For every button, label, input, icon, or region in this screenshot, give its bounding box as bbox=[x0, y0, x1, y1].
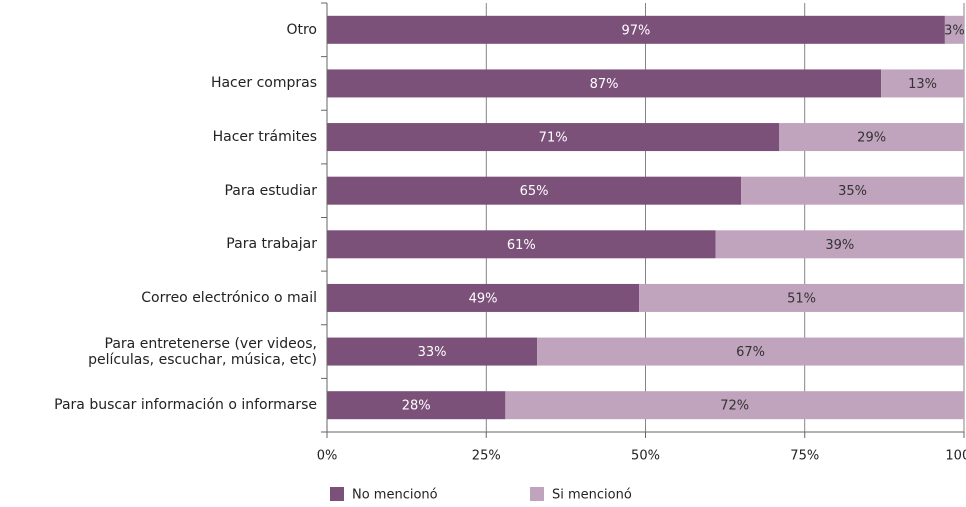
data-label: 39% bbox=[825, 238, 854, 253]
data-label: 72% bbox=[720, 399, 749, 414]
bar-segment bbox=[327, 283, 640, 312]
bar-segment bbox=[327, 176, 742, 205]
data-label: 61% bbox=[507, 238, 536, 253]
bar-segment bbox=[327, 391, 506, 420]
x-tick-label: 75% bbox=[790, 449, 819, 464]
x-tick-label: 25% bbox=[472, 449, 501, 464]
y-tick-label: Para estudiar bbox=[224, 182, 317, 199]
data-label: 65% bbox=[520, 184, 549, 199]
y-tick-label: Para entretenerse (ver videos, películas… bbox=[88, 335, 317, 368]
bar-segment bbox=[327, 15, 945, 44]
bar-segment bbox=[741, 176, 964, 205]
bar-segment bbox=[639, 283, 964, 312]
y-tick-label: Correo electrónico o mail bbox=[141, 289, 317, 306]
legend-label: Si mencionó bbox=[552, 488, 632, 503]
data-label: 33% bbox=[418, 345, 447, 360]
bar-segment bbox=[327, 123, 780, 152]
bar-segment bbox=[715, 230, 964, 259]
legend-label: No mencionó bbox=[352, 488, 438, 503]
bar-segment bbox=[327, 69, 882, 98]
data-label: 87% bbox=[590, 77, 619, 92]
legend-swatch bbox=[330, 487, 344, 501]
bar-segment bbox=[779, 123, 964, 152]
data-label: 51% bbox=[787, 291, 816, 306]
y-tick-label: Hacer trámites bbox=[212, 129, 317, 146]
bar-segment bbox=[944, 15, 964, 44]
data-label: 71% bbox=[539, 131, 568, 146]
data-label: 29% bbox=[857, 131, 886, 146]
y-tick-label: Para buscar información o informarse bbox=[54, 397, 317, 414]
bar-segment bbox=[537, 337, 964, 366]
data-label: 67% bbox=[736, 345, 765, 360]
bar-segment bbox=[881, 69, 964, 98]
y-tick-label: Otro bbox=[286, 21, 317, 38]
data-label: 13% bbox=[908, 77, 937, 92]
y-tick-label: Para trabajar bbox=[226, 236, 317, 253]
bar-segment bbox=[327, 230, 716, 259]
bar-segment bbox=[505, 391, 964, 420]
data-label: 97% bbox=[621, 23, 650, 38]
data-label: 3% bbox=[944, 23, 965, 38]
x-tick-label: 50% bbox=[631, 449, 660, 464]
data-label: 35% bbox=[838, 184, 867, 199]
legend-swatch bbox=[530, 487, 544, 501]
x-tick-label: 0% bbox=[317, 449, 338, 464]
data-label: 28% bbox=[402, 399, 431, 414]
bar-segment bbox=[327, 337, 538, 366]
x-tick-label: 100% bbox=[945, 449, 966, 464]
data-label: 49% bbox=[469, 291, 498, 306]
y-tick-label: Hacer compras bbox=[210, 75, 317, 92]
